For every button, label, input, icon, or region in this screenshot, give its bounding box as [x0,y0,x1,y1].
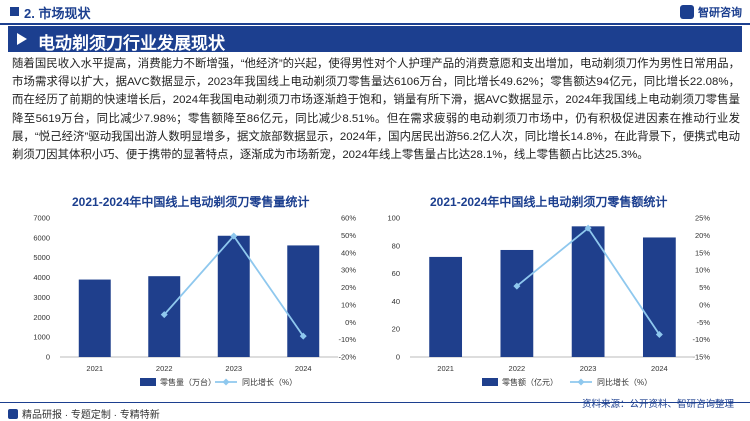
x-axis-tick-label: 2022 [156,364,173,373]
legend-swatch-marker [577,378,585,386]
y-axis-tick-label: 6000 [33,233,50,242]
legend-label-bar: 零售量（万台） [160,377,216,387]
x-axis-tick-label: 2023 [225,364,242,373]
footer-logo-icon [8,408,18,419]
x-axis-tick-label: 2021 [86,364,103,373]
legend-swatch-bar [482,378,498,386]
chart-title-volume: 2021-2024年中国线上电动剃须刀零售量统计 [72,195,310,209]
y2-axis-tick-label: 20% [695,231,710,240]
growth-point [513,282,521,290]
brand-logo: 智研咨询 [680,4,742,20]
y2-axis-tick-label: -10% [692,335,710,344]
section-marker [10,7,19,16]
brand-name: 智研咨询 [698,7,742,19]
data-source: 资料来源：公开资料、智研咨询整理 [581,399,734,410]
x-axis-tick-label: 2022 [509,364,526,373]
y2-axis-tick-label: 15% [695,248,710,257]
page-header: 2. 市场现状 智研咨询 [0,0,750,25]
y-axis-tick-label: 7000 [33,214,50,223]
y2-axis-tick-label: 25% [695,214,710,223]
y-axis-tick-label: 4000 [33,273,50,282]
bar-2023 [571,226,605,357]
y2-axis-tick-label: 50% [341,231,356,240]
y2-axis-tick-label: -5% [697,318,711,327]
chart-title-sales: 2021-2024年中国线上电动剃须刀零售额统计 [430,195,668,209]
y2-axis-tick-label: 40% [341,248,356,257]
y-axis-tick-label: 40 [392,297,400,306]
y-axis-tick-label: 20 [392,325,400,334]
y2-axis-tick-label: 60% [341,214,356,223]
footer-tagline: 精品研报 · 专题定制 · 专精特新 [8,406,160,421]
x-axis-tick-label: 2024 [651,364,668,373]
y2-axis-tick-label: -15% [692,353,710,362]
growth-point [230,232,238,240]
y-axis-tick-label: 0 [396,353,400,362]
y-axis-tick-label: 1000 [33,333,50,342]
y-axis-tick-label: 5000 [33,253,50,262]
brand-logo-icon [680,5,694,19]
legend-label-bar: 零售额（亿元） [502,377,558,387]
y-axis-tick-label: 80 [392,241,400,250]
y2-axis-tick-label: -20% [338,353,356,362]
growth-point [584,224,592,232]
section-title: 2. 市场现状 [24,6,91,21]
growth-point [299,332,307,340]
y2-axis-tick-label: 0% [345,318,356,327]
y-axis-tick-label: 3000 [33,293,50,302]
y-axis-tick-label: 0 [46,353,50,362]
legend-label-line: 同比增长（%） [242,377,297,387]
banner-arrow-icon [17,33,27,45]
x-axis-tick-label: 2021 [437,364,454,373]
bar-2021 [429,256,463,357]
header-divider [0,23,750,25]
y2-axis-tick-label: 0% [699,300,710,309]
x-axis-tick-label: 2024 [295,364,312,373]
y2-axis-tick-label: 5% [699,283,710,292]
footer-tagline-text: 精品研报 · 专题定制 · 专精特新 [22,410,160,421]
bar-2023 [217,235,250,357]
bar-2021 [78,279,111,357]
y-axis-tick-label: 100 [387,214,400,223]
y2-axis-tick-label: 10% [695,266,710,275]
growth-point [655,330,663,338]
x-axis-tick-label: 2023 [580,364,597,373]
legend-swatch-bar [140,378,156,386]
title-banner: 电动剃须刀行业发展现状 [8,26,742,53]
y2-axis-tick-label: 20% [341,283,356,292]
footer-divider [0,402,750,403]
y2-axis-tick-label: -10% [338,335,356,344]
y2-axis-tick-label: 30% [341,266,356,275]
bar-2022 [500,249,534,357]
legend-label-line: 同比增长（%） [597,377,652,387]
body-paragraph: 随着国民收入水平提高，消费能力不断增强，“他经济”的兴起，使得男性对个人护理产品… [12,58,740,162]
y2-axis-tick-label: 10% [341,300,356,309]
growth-point [160,311,168,319]
y-axis-tick-label: 2000 [33,313,50,322]
legend-swatch-marker [222,378,230,386]
y-axis-tick-label: 60 [392,269,400,278]
banner-title: 电动剃须刀行业发展现状 [38,34,225,53]
bar-2024 [642,237,676,357]
bar-2024 [287,245,320,357]
